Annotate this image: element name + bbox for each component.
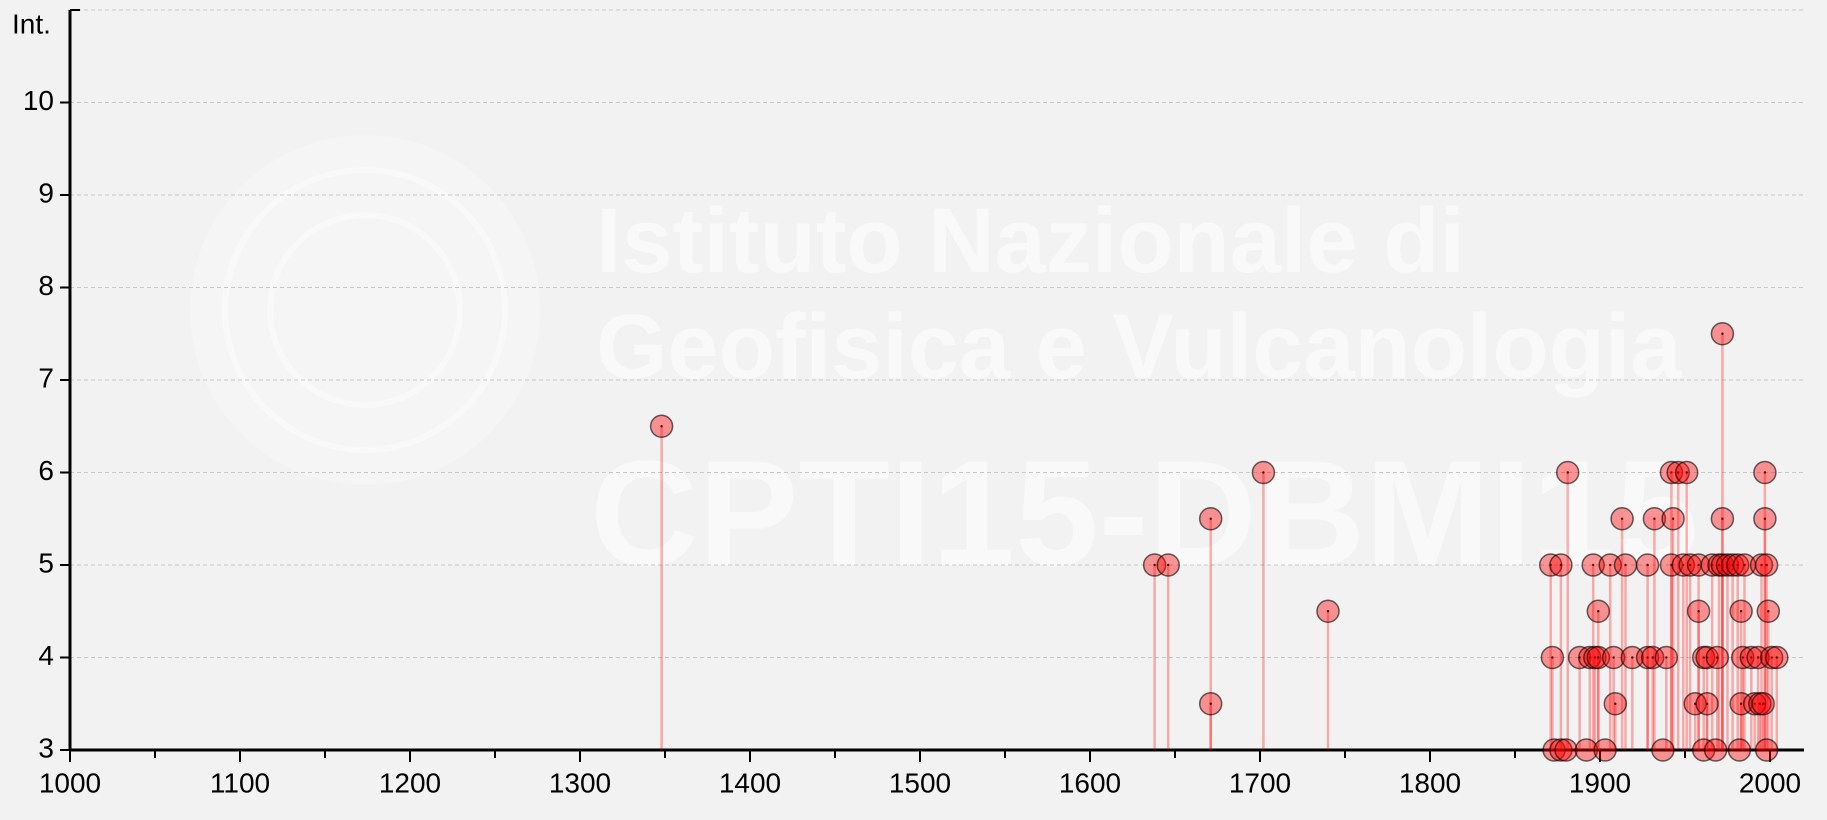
data-point-center <box>1620 517 1624 520</box>
data-point-center <box>1670 471 1673 474</box>
data-point-center <box>1716 656 1719 659</box>
data-point-center <box>1685 471 1688 474</box>
data-point-center <box>1775 656 1779 659</box>
data-point-center <box>1738 748 1741 752</box>
data-point-center <box>1767 610 1770 613</box>
data-point-center <box>1603 748 1607 752</box>
x-tick-label: 1000 <box>39 767 101 798</box>
data-point-center <box>1762 702 1765 705</box>
data-point-center <box>1592 563 1595 567</box>
data-point-center <box>1741 656 1745 659</box>
data-point-center <box>1763 471 1767 474</box>
data-point-center <box>1739 610 1743 613</box>
data-point-center <box>1661 748 1665 752</box>
data-point-center <box>660 425 663 428</box>
x-tick-label: 2000 <box>1739 767 1801 798</box>
data-point-center <box>1688 563 1692 567</box>
data-point-center <box>1677 471 1680 474</box>
data-point-center <box>1167 563 1170 567</box>
data-point-center <box>1770 656 1773 659</box>
data-point-center <box>1651 656 1654 659</box>
data-point-center <box>1209 517 1212 520</box>
data-point-center <box>1593 656 1597 659</box>
y-axis-label: Int. <box>12 8 51 39</box>
data-point-center <box>1763 517 1767 520</box>
data-point-center <box>1750 656 1753 659</box>
data-point-center <box>1631 656 1634 659</box>
x-tick-label: 1200 <box>379 767 441 798</box>
data-point-center <box>1697 563 1700 567</box>
data-point-center <box>1624 563 1627 567</box>
x-tick-label: 1500 <box>889 767 951 798</box>
watermark-logo <box>190 135 540 485</box>
data-point-center <box>1739 702 1743 705</box>
data-point-center <box>1597 656 1600 659</box>
data-point-center <box>1559 748 1563 752</box>
data-point-center <box>1702 656 1705 659</box>
data-point-center <box>1721 517 1724 520</box>
x-tick-label: 1300 <box>549 767 611 798</box>
x-tick-label: 1600 <box>1059 767 1121 798</box>
x-tick-label: 1800 <box>1399 767 1461 798</box>
y-tick-label: 7 <box>38 362 54 393</box>
data-point-center <box>1760 563 1763 567</box>
data-point-center <box>1753 702 1756 705</box>
data-point-center <box>1765 563 1768 567</box>
data-point-center <box>1153 563 1156 567</box>
data-point-center <box>1597 610 1600 613</box>
data-point-center <box>1697 610 1700 613</box>
y-tick-label: 8 <box>38 270 54 301</box>
x-tick-label: 1100 <box>210 767 270 798</box>
watermark-line: CPTI15-DBMI15 <box>590 429 1699 597</box>
data-point-center <box>1721 332 1724 335</box>
data-point-center <box>1609 563 1612 567</box>
data-point-center <box>1209 702 1212 705</box>
data-point-center <box>1756 656 1760 659</box>
x-tick-label: 1900 <box>1569 767 1631 798</box>
data-point-center <box>1671 517 1675 520</box>
y-tick-label: 3 <box>38 732 54 763</box>
y-tick-label: 10 <box>23 85 54 116</box>
watermark-line: Geofisica e Vulcanologia <box>596 296 1682 398</box>
data-point-center <box>1736 563 1739 567</box>
data-point-center <box>1612 656 1615 659</box>
data-point-center <box>1714 748 1717 752</box>
data-point-center <box>1588 656 1592 659</box>
data-point-center <box>1614 702 1617 705</box>
data-point-center <box>1743 563 1746 567</box>
x-tick-label: 1400 <box>719 767 781 798</box>
data-point-center <box>1653 517 1656 520</box>
data-point-center <box>1566 471 1569 474</box>
data-point-center <box>1665 656 1668 659</box>
x-tick-label: 1700 <box>1229 767 1291 798</box>
data-point-center <box>1646 563 1649 567</box>
data-point-center <box>1551 656 1554 659</box>
y-tick-label: 9 <box>38 177 54 208</box>
y-tick-label: 6 <box>38 455 54 486</box>
data-point-center <box>1262 471 1265 474</box>
data-point-center <box>1559 563 1563 567</box>
data-point-center <box>1682 563 1685 567</box>
data-point-center <box>1758 702 1762 705</box>
data-point-center <box>1326 610 1330 613</box>
data-point-center <box>1765 748 1768 752</box>
y-tick-label: 5 <box>38 547 54 578</box>
data-point-center <box>1705 702 1709 705</box>
watermark-line: Istituto Nazionale di <box>596 190 1465 292</box>
data-point-center <box>1717 563 1721 567</box>
data-point-center <box>1646 656 1649 659</box>
data-point-center <box>1564 748 1568 752</box>
y-tick-label: 4 <box>38 640 54 671</box>
data-point-center <box>1585 748 1588 752</box>
